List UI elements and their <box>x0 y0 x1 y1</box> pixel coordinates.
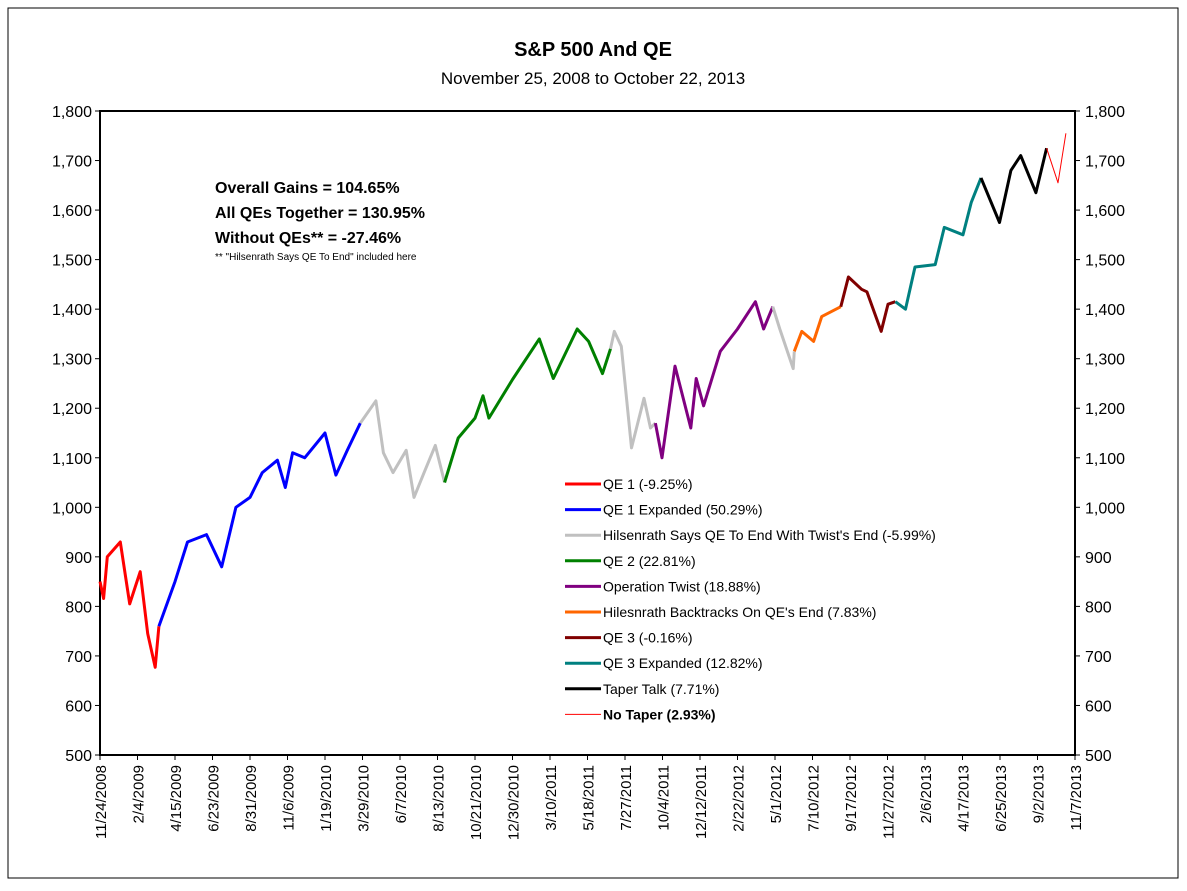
y-tick-label-left: 1,700 <box>52 154 92 171</box>
x-tick-label: 7/27/2011 <box>618 765 635 831</box>
legend-label: QE 3 Expanded (12.82%) <box>603 655 763 671</box>
y-tick-label-left: 1,100 <box>52 451 92 468</box>
x-tick-label: 5/1/2012 <box>768 765 785 823</box>
x-tick-label: 6/7/2010 <box>393 765 410 823</box>
x-tick-label: 5/18/2011 <box>581 765 598 831</box>
series-line-4 <box>609 329 657 450</box>
y-tick-label-left: 1,200 <box>52 401 92 418</box>
y-tick-label-left: 1,600 <box>52 203 92 220</box>
legend-label: Hilesnrath Backtracks On QE's End (7.83%… <box>603 604 876 620</box>
x-tick-label: 8/31/2009 <box>243 765 260 832</box>
y-tick-label-left: 800 <box>65 599 92 616</box>
series-line-7 <box>792 305 842 352</box>
legend-label: QE 3 (-0.16%) <box>603 630 692 646</box>
x-tick-label: 2/22/2012 <box>731 765 748 832</box>
y-tick-label-left: 900 <box>65 550 92 567</box>
y-tick-label-left: 600 <box>65 698 92 715</box>
x-tick-label: 11/27/2012 <box>881 765 898 839</box>
x-tick-label: 10/4/2011 <box>656 765 673 831</box>
annotation-without-qe: Without QEs** = -27.46% <box>215 230 401 247</box>
x-tick-label: 2/6/2013 <box>918 765 935 823</box>
legend-label: QE 2 (22.81%) <box>603 553 696 569</box>
x-tick-label: 6/25/2013 <box>993 765 1010 832</box>
y-tick-label-right: 1,500 <box>1085 253 1125 270</box>
x-tick-label: 11/7/2013 <box>1068 765 1085 831</box>
y-tick-label-left: 1,500 <box>52 253 92 270</box>
y-tick-label-right: 1,700 <box>1085 154 1125 171</box>
y-tick-label-right: 800 <box>1085 599 1112 616</box>
x-tick-label: 2/4/2009 <box>131 765 148 823</box>
y-tick-label-right: 1,100 <box>1085 451 1125 468</box>
series-line-10 <box>979 147 1049 224</box>
x-tick-label: 4/17/2013 <box>956 765 973 832</box>
x-tick-label: 4/15/2009 <box>168 765 185 832</box>
y-tick-label-left: 1,800 <box>52 104 92 121</box>
y-tick-label-right: 1,300 <box>1085 352 1125 369</box>
x-tick-label: 11/24/2008 <box>93 765 110 839</box>
series-line-0 <box>98 540 161 669</box>
y-tick-label-left: 1,300 <box>52 352 92 369</box>
legend-label: Taper Talk (7.71%) <box>603 681 719 697</box>
x-tick-label: 7/10/2012 <box>806 765 823 832</box>
x-tick-label: 3/29/2010 <box>356 765 373 832</box>
legend-label: No Taper (2.93%) <box>603 706 716 722</box>
legend-label: Operation Twist (18.88%) <box>603 578 761 594</box>
x-tick-label: 11/6/2009 <box>281 765 298 831</box>
series-line-9 <box>894 177 983 311</box>
legend-label: Hilsenrath Says QE To End With Twist's E… <box>603 527 936 543</box>
chart-title: S&P 500 And QE <box>514 39 672 61</box>
y-tick-label-right: 1,200 <box>1085 401 1125 418</box>
series-line-1 <box>157 422 362 627</box>
series-line-6 <box>771 306 796 371</box>
y-tick-label-right: 700 <box>1085 649 1112 666</box>
x-tick-label: 9/2/2013 <box>1031 765 1048 823</box>
legend: QE 1 (-9.25%) QE 1 Expanded (50.29%) Hilse… <box>565 476 936 722</box>
y-tick-label-right: 1,000 <box>1085 500 1125 517</box>
y-tick-label-left: 1,000 <box>52 500 92 517</box>
y-tick-label-left: 1,400 <box>52 302 92 319</box>
y-tick-label-right: 1,800 <box>1085 104 1125 121</box>
series-line-11 <box>1046 133 1067 184</box>
series-line-8 <box>839 275 896 333</box>
x-tick-label: 6/23/2009 <box>206 765 223 832</box>
series-line-3 <box>443 327 612 483</box>
x-tick-label: 8/13/2010 <box>431 765 448 832</box>
x-tick-label: 9/17/2012 <box>843 765 860 832</box>
x-tick-label: 10/21/2010 <box>468 765 485 840</box>
y-tick-label-right: 1,600 <box>1085 203 1125 220</box>
y-tick-label-right: 1,400 <box>1085 302 1125 319</box>
x-tick-label: 1/19/2010 <box>318 765 335 832</box>
x-tick-label: 12/30/2010 <box>506 765 523 840</box>
y-tick-label-right: 600 <box>1085 698 1112 715</box>
series-line-5 <box>653 300 775 460</box>
legend-label: QE 1 Expanded (50.29%) <box>603 502 763 518</box>
annotation-all-qe: All QEs Together = 130.95% <box>215 205 425 222</box>
annotation-overall: Overall Gains = 104.65% <box>215 180 400 197</box>
annotation-footnote: ** "Hilsenrath Says QE To End" included … <box>215 252 417 263</box>
x-tick-label: 3/10/2011 <box>543 765 560 831</box>
legend-label: QE 1 (-9.25%) <box>603 476 692 492</box>
series-line-2 <box>359 399 447 499</box>
y-tick-label-left: 500 <box>65 748 92 765</box>
chart-subtitle: November 25, 2008 to October 22, 2013 <box>441 69 745 88</box>
y-tick-label-left: 700 <box>65 649 92 666</box>
y-tick-label-right: 500 <box>1085 748 1112 765</box>
x-tick-label: 12/12/2011 <box>693 765 710 839</box>
y-tick-label-right: 900 <box>1085 550 1112 567</box>
chart-border <box>7 7 1179 879</box>
